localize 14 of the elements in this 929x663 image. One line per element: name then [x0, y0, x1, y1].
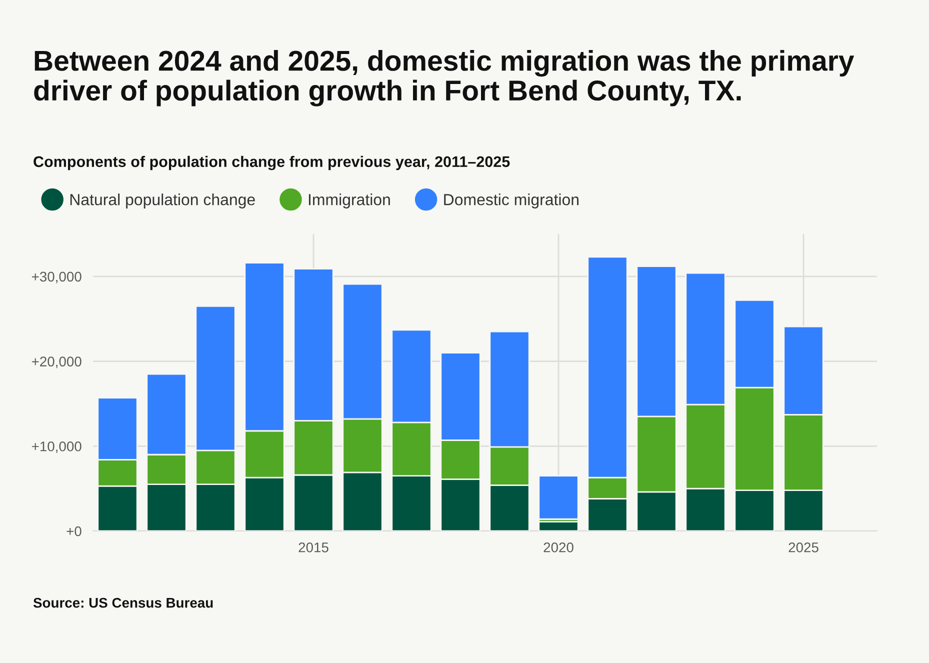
- legend-label: Natural population change: [70, 194, 255, 208]
- legend-label: Domestic migration: [444, 194, 578, 208]
- legend-label: Immigration: [308, 194, 390, 208]
- bar: [538, 475, 579, 520]
- x-tick-label: 2020: [544, 542, 574, 552]
- source-note: Source: US Census Bureau: [33, 598, 213, 608]
- x-tick-label: 2025: [788, 542, 818, 552]
- y-tick-label: +20,000: [32, 356, 82, 368]
- y-tick-label: +10,000: [32, 441, 82, 453]
- chart-subtitle: Components of population change from previous year, 2011–2025: [34, 156, 510, 170]
- y-tick-label: +0: [66, 526, 82, 536]
- chart-title: Between 2024 and 2025, domestic migration was the primary driver of population growth in Fort Bend County, TX.: [34, 50, 854, 106]
- y-tick-label: +30,000: [32, 272, 82, 284]
- x-tick-label: 2015: [298, 542, 328, 552]
